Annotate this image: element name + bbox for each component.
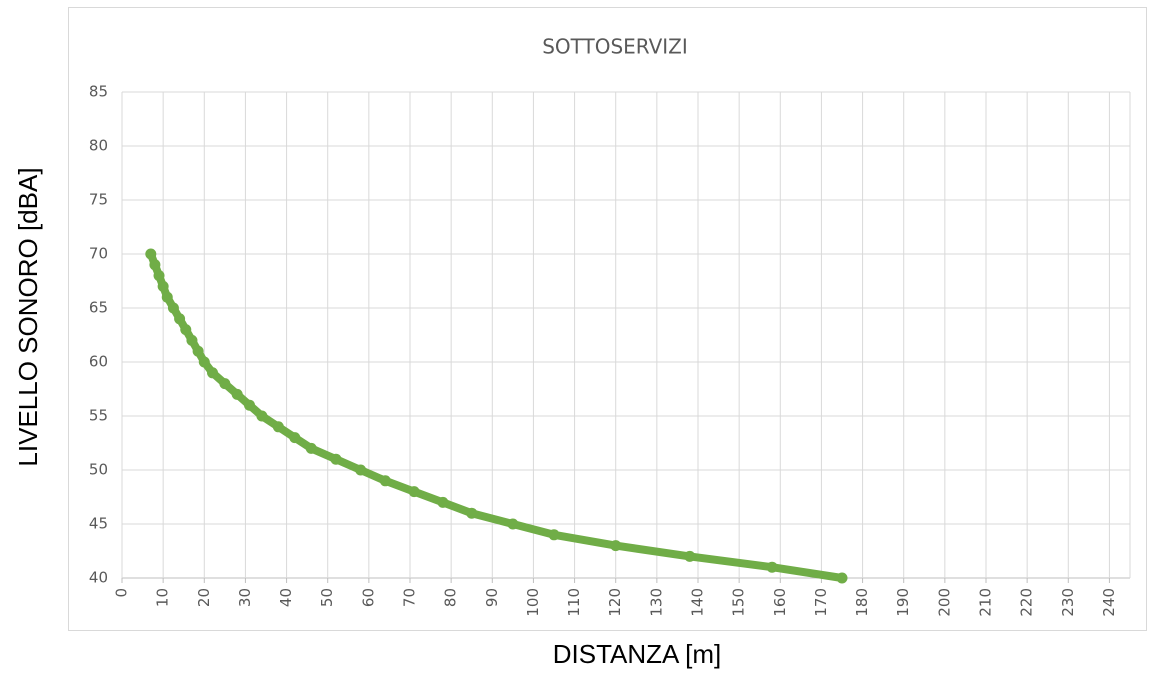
- x-tick-label: 100: [524, 588, 542, 617]
- data-point: [610, 540, 622, 552]
- data-point: [466, 507, 478, 519]
- x-tick-label: 130: [647, 588, 665, 617]
- x-tick-label: 160: [771, 588, 789, 617]
- data-point: [289, 432, 301, 444]
- data-point: [548, 529, 560, 541]
- x-tick-label: 80: [442, 588, 460, 607]
- x-tick-label: 230: [1059, 588, 1077, 617]
- data-point: [192, 345, 204, 357]
- y-tick-label: 70: [89, 245, 108, 263]
- x-tick-label: 110: [565, 588, 583, 617]
- data-point: [305, 442, 317, 454]
- data-point: [153, 270, 165, 282]
- x-axis-title: DISTANZA [m]: [553, 639, 722, 669]
- data-point: [180, 324, 192, 336]
- x-tick-label: 150: [730, 588, 748, 617]
- data-point: [244, 399, 256, 411]
- x-tick-label: 180: [853, 588, 871, 617]
- data-point: [167, 302, 179, 314]
- x-tick-label: 190: [894, 588, 912, 617]
- data-point: [408, 486, 420, 498]
- data-point: [198, 356, 210, 368]
- x-tick-label: 140: [689, 588, 707, 617]
- data-point: [149, 259, 161, 271]
- x-tick-label: 10: [154, 588, 172, 607]
- x-tick-label: 90: [483, 588, 501, 607]
- data-point: [219, 378, 231, 390]
- y-tick-label: 60: [89, 353, 108, 371]
- y-tick-label: 45: [89, 515, 108, 533]
- data-point: [207, 367, 219, 379]
- x-tick-label: 200: [935, 588, 953, 617]
- x-tick-label: 20: [195, 588, 213, 607]
- y-tick-label: 50: [89, 461, 108, 479]
- x-tick-label: 170: [812, 588, 830, 617]
- x-tick-label: 60: [359, 588, 377, 607]
- data-point: [684, 550, 696, 562]
- x-tick-label: 50: [318, 588, 336, 607]
- chart-title: SOTTOSERVIZI: [542, 35, 688, 59]
- chart-frame: [68, 7, 1147, 631]
- data-point: [174, 313, 186, 325]
- x-tick-label: 240: [1100, 588, 1118, 617]
- data-point: [161, 291, 173, 303]
- data-point: [355, 464, 367, 476]
- x-tick-label: 0: [113, 588, 131, 598]
- data-point: [437, 496, 449, 508]
- x-tick-label: 40: [277, 588, 295, 607]
- y-axis-title: LIVELLO SONORO [dBA]: [13, 167, 43, 466]
- data-point: [157, 280, 169, 292]
- x-tick-label: 210: [977, 588, 995, 617]
- x-tick-label: 120: [606, 588, 624, 617]
- y-tick-label: 85: [89, 83, 108, 101]
- data-point: [272, 421, 284, 433]
- data-point: [507, 518, 519, 530]
- x-tick-label: 30: [236, 588, 254, 607]
- data-point: [330, 453, 342, 465]
- data-point: [379, 475, 391, 487]
- data-point: [766, 561, 778, 573]
- data-point: [256, 410, 268, 422]
- y-tick-label: 65: [89, 299, 108, 317]
- data-point: [231, 388, 243, 400]
- data-point: [836, 572, 848, 584]
- x-tick-label: 70: [401, 588, 419, 607]
- data-point: [186, 334, 198, 346]
- y-tick-label: 80: [89, 137, 108, 155]
- y-tick-label: 40: [89, 569, 108, 587]
- x-tick-label: 220: [1018, 588, 1036, 617]
- y-tick-label: 55: [89, 407, 108, 425]
- y-tick-label: 75: [89, 191, 108, 209]
- data-point: [145, 248, 157, 260]
